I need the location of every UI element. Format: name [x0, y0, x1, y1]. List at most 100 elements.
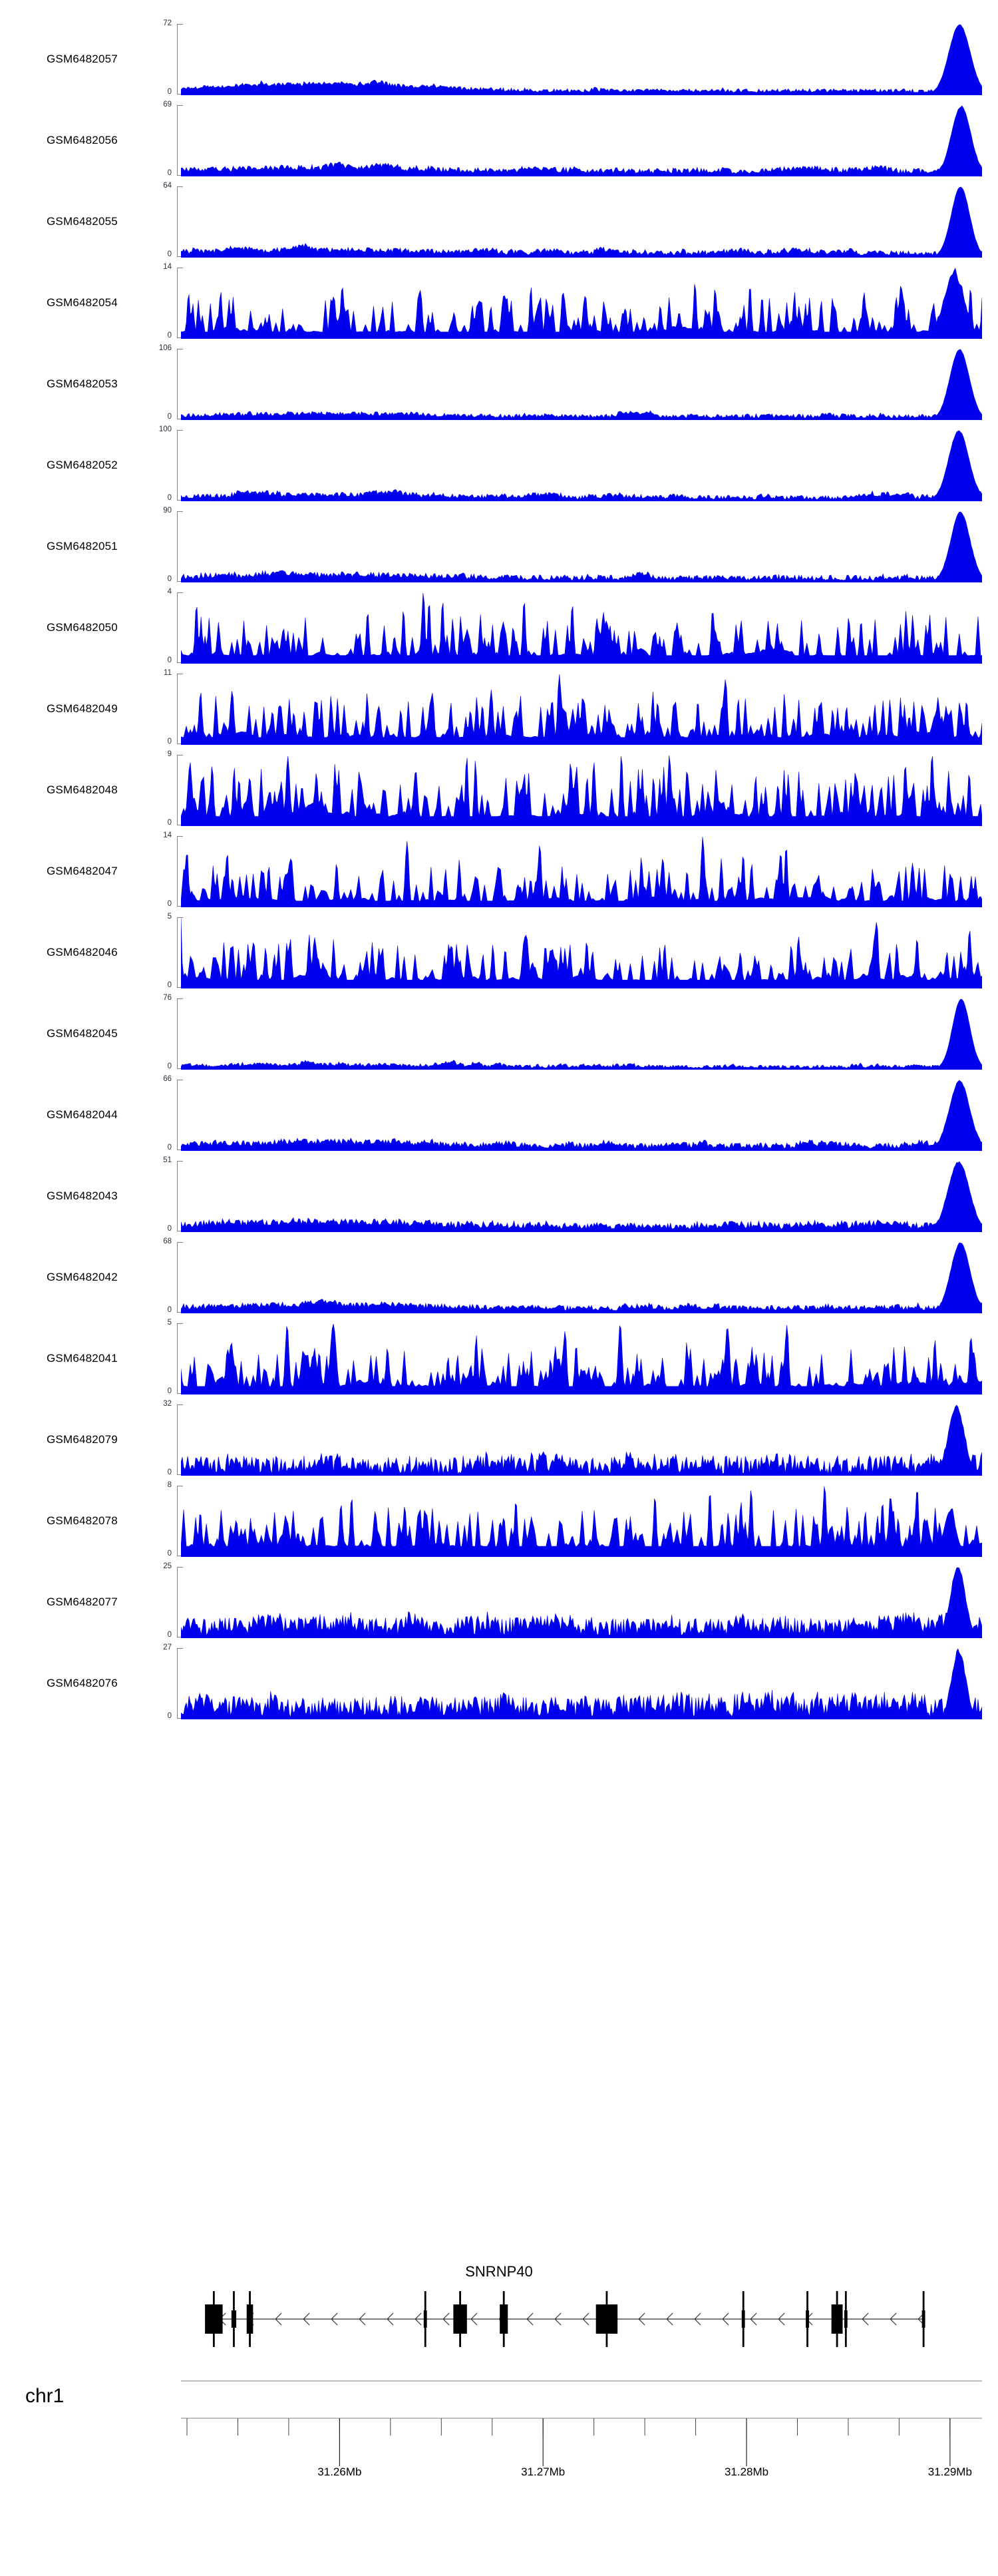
strand-arrow-left-icon [638, 2312, 645, 2326]
gene-exon-block[interactable] [231, 2310, 237, 2328]
gene-exon-block[interactable] [205, 2304, 223, 2334]
track-y-axis-min: 0 [167, 900, 172, 908]
gene-exon-block[interactable] [844, 2310, 848, 2328]
strand-arrow-left-icon [470, 2312, 478, 2326]
coverage-area [181, 674, 982, 745]
coverage-track-GSM6482046[interactable]: GSM6482046 5 0 [0, 912, 998, 993]
track-y-axis-max: 90 [163, 507, 172, 515]
track-sample-label: GSM6482057 [47, 53, 118, 65]
coverage-plot-area[interactable] [181, 1486, 982, 1557]
gene-exon-block[interactable] [246, 2304, 253, 2334]
coverage-track-GSM6482047[interactable]: GSM6482047 14 0 [0, 831, 998, 912]
track-y-axis-min: 0 [167, 250, 172, 258]
coverage-plot-area[interactable] [181, 268, 982, 339]
coverage-area [181, 917, 982, 988]
track-sample-label: GSM6482051 [47, 540, 118, 552]
coverage-track-GSM6482050[interactable]: GSM6482050 4 0 [0, 587, 998, 668]
coverage-track-GSM6482043[interactable]: GSM6482043 51 0 [0, 1156, 998, 1237]
track-y-axis-min: 0 [167, 981, 172, 989]
track-y-axis-min: 0 [167, 656, 172, 664]
coverage-area [181, 998, 982, 1070]
coverage-track-GSM6482078[interactable]: GSM6482078 8 0 [0, 1480, 998, 1562]
coverage-track-GSM6482056[interactable]: GSM6482056 69 0 [0, 100, 998, 181]
gene-model-panel: SNRNP40 [0, 2263, 998, 2356]
track-y-axis-max: 11 [164, 669, 172, 677]
coverage-track-GSM6482055[interactable]: GSM6482055 64 0 [0, 181, 998, 262]
strand-arrow-left-icon [442, 2312, 450, 2326]
coverage-track-GSM6482051[interactable]: GSM6482051 90 0 [0, 506, 998, 587]
strand-arrow-left-icon [582, 2312, 589, 2326]
track-sample-label: GSM6482079 [47, 1433, 118, 1446]
genome-axis-panel: chr1 31.26Mb 31.27Mb 31.28Mb 31.29Mb [0, 2366, 998, 2499]
track-sample-label: GSM6482050 [47, 621, 118, 634]
track-y-axis-max: 8 [167, 1481, 172, 1489]
coverage-plot-area[interactable] [181, 1404, 982, 1476]
coverage-plot-area[interactable] [181, 998, 982, 1070]
coverage-plot-area[interactable] [181, 1648, 982, 1719]
coverage-area [181, 430, 982, 501]
gene-exon-block[interactable] [453, 2304, 467, 2334]
coverage-plot-area[interactable] [181, 917, 982, 988]
strand-arrow-left-icon [778, 2312, 785, 2326]
coverage-track-GSM6482057[interactable]: GSM6482057 72 0 [0, 19, 998, 100]
gene-exon-block[interactable] [500, 2304, 508, 2334]
coverage-track-GSM6482042[interactable]: GSM6482042 68 0 [0, 1237, 998, 1318]
coverage-plot-area[interactable] [181, 105, 982, 176]
track-y-axis-min: 0 [167, 1387, 172, 1395]
track-y-axis-bracket [177, 430, 183, 501]
coverage-plot-area[interactable] [181, 24, 982, 95]
coverage-plot-area[interactable] [181, 755, 982, 826]
track-y-axis-max: 4 [167, 588, 172, 596]
track-sample-label: GSM6482043 [47, 1189, 118, 1202]
strand-arrow-left-icon [303, 2312, 310, 2326]
coverage-plot-area[interactable] [181, 592, 982, 664]
coverage-plot-area[interactable] [181, 1242, 982, 1313]
coverage-plot-area[interactable] [181, 674, 982, 745]
coverage-plot-area[interactable] [181, 349, 982, 420]
coverage-track-GSM6482053[interactable]: GSM6482053 106 0 [0, 343, 998, 425]
track-y-axis-max: 9 [167, 750, 172, 758]
coverage-plot-area[interactable] [181, 836, 982, 907]
coverage-plot-area[interactable] [181, 186, 982, 258]
coverage-plot-area[interactable] [181, 511, 982, 582]
gene-exon-block[interactable] [595, 2304, 618, 2334]
strand-arrow-left-icon [526, 2312, 534, 2326]
gene-exon-block[interactable] [806, 2310, 809, 2328]
track-y-axis-bracket [177, 1648, 183, 1719]
track-y-axis-max: 32 [163, 1400, 172, 1408]
genome-axis-ruler[interactable]: 31.26Mb 31.27Mb 31.28Mb 31.29Mb [181, 2366, 982, 2486]
coverage-plot-area[interactable] [181, 430, 982, 501]
coverage-plot-area[interactable] [181, 1161, 982, 1232]
coverage-track-GSM6482079[interactable]: GSM6482079 32 0 [0, 1399, 998, 1480]
track-y-axis-min: 0 [167, 413, 172, 421]
gene-exon-block[interactable] [921, 2310, 925, 2328]
coverage-track-GSM6482045[interactable]: GSM6482045 76 0 [0, 993, 998, 1074]
track-y-axis-max: 64 [163, 182, 172, 190]
coverage-track-GSM6482054[interactable]: GSM6482054 14 0 [0, 262, 998, 343]
track-y-axis-min: 0 [167, 819, 172, 827]
coverage-plot-area[interactable] [181, 1567, 982, 1638]
coverage-plot-area[interactable] [181, 1323, 982, 1395]
track-sample-label: GSM6482041 [47, 1352, 118, 1365]
gene-exon-block[interactable] [423, 2310, 427, 2328]
coverage-track-GSM6482076[interactable]: GSM6482076 27 0 [0, 1643, 998, 1724]
gene-exon-block[interactable] [831, 2304, 843, 2334]
coverage-area [181, 1242, 982, 1313]
coverage-track-GSM6482077[interactable]: GSM6482077 25 0 [0, 1562, 998, 1643]
coverage-track-GSM6482048[interactable]: GSM6482048 9 0 [0, 750, 998, 831]
coverage-area [181, 1404, 982, 1476]
coverage-plot-area[interactable] [181, 1080, 982, 1151]
track-y-axis-max: 25 [163, 1562, 172, 1570]
coverage-track-GSM6482049[interactable]: GSM6482049 11 0 [0, 668, 998, 750]
gene-exon-block[interactable] [741, 2310, 745, 2328]
coverage-track-GSM6482044[interactable]: GSM6482044 66 0 [0, 1074, 998, 1156]
gene-model-track[interactable] [181, 2284, 982, 2351]
ruler-tick-label: 31.28Mb [725, 2466, 768, 2478]
coverage-track-GSM6482052[interactable]: GSM6482052 100 0 [0, 425, 998, 506]
coverage-area [181, 1648, 982, 1719]
strand-arrow-left-icon [694, 2312, 701, 2326]
track-y-axis-bracket [177, 592, 183, 663]
strand-arrow-left-icon [331, 2312, 338, 2326]
coverage-track-GSM6482041[interactable]: GSM6482041 5 0 [0, 1318, 998, 1399]
track-y-axis-max: 106 [158, 344, 172, 352]
